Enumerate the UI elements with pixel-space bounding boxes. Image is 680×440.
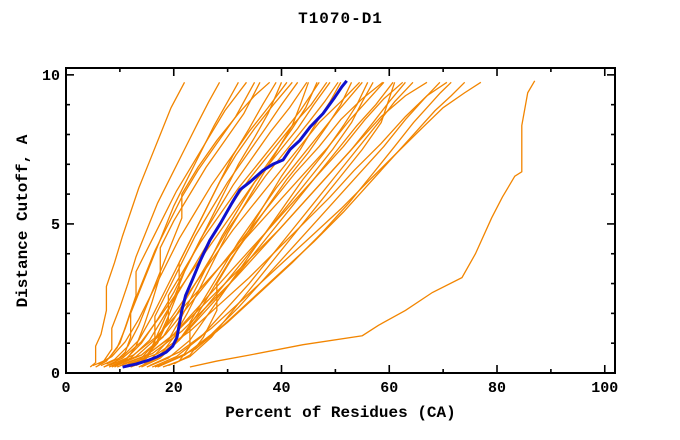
model-28-curve <box>133 81 277 367</box>
model-30-curve <box>143 82 310 365</box>
model-09-curve <box>108 81 308 368</box>
model-04-curve <box>98 81 248 365</box>
model-01-curve <box>89 82 186 368</box>
model-24-curve <box>127 81 320 365</box>
model-34-curve <box>108 81 385 367</box>
x-tick-label: 20 <box>165 380 183 397</box>
y-tick-label: 10 <box>42 68 60 85</box>
x-axis-label: Percent of Residues (CA) <box>225 404 456 422</box>
y-tick-label: 0 <box>51 366 60 383</box>
x-tick-label: 0 <box>61 380 70 397</box>
x-tick-label: 80 <box>488 380 506 397</box>
model-33-curve <box>103 81 331 368</box>
x-tick-label: 40 <box>272 380 290 397</box>
model-23-curve <box>162 81 363 368</box>
model-35-curve <box>116 81 406 368</box>
model-25-curve <box>168 82 396 367</box>
x-tick-label: 60 <box>380 380 398 397</box>
model-outlier-curve <box>189 80 536 368</box>
model-19-curve <box>151 81 414 368</box>
plot-frame <box>65 67 616 374</box>
model-32-curve <box>98 81 288 365</box>
model-31-curve <box>95 81 256 368</box>
chart-title: T1070-D1 <box>298 10 383 28</box>
model-16-curve <box>116 81 384 365</box>
model-02-curve <box>92 81 221 367</box>
y-tick-label: 5 <box>51 217 60 234</box>
model-38-curve <box>162 81 452 365</box>
x-tick-label: 100 <box>591 380 618 397</box>
model-26-curve <box>130 81 299 368</box>
model-22-curve <box>125 81 448 367</box>
model-29-curve <box>138 81 374 368</box>
model-36-curve <box>149 81 482 367</box>
model-10-curve <box>135 82 318 367</box>
model-14-curve <box>114 81 361 367</box>
model-27-curve <box>173 81 342 365</box>
model-21-curve <box>157 81 441 368</box>
highlighted-model-curve <box>122 79 348 369</box>
